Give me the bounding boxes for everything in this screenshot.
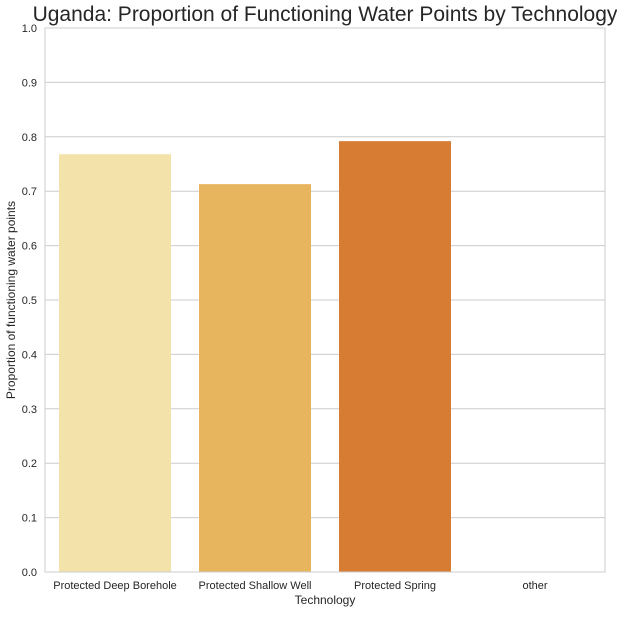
y-tick-label: 0.2 bbox=[22, 458, 37, 470]
y-tick-label: 0.7 bbox=[22, 186, 37, 198]
y-tick-label: 0.4 bbox=[22, 349, 37, 361]
bar bbox=[199, 184, 311, 573]
x-tick-label: other bbox=[522, 580, 547, 592]
x-axis-label: Technology bbox=[295, 593, 356, 607]
x-tick-label: Protected Spring bbox=[354, 580, 436, 592]
y-tick-label: 0.3 bbox=[22, 404, 37, 416]
plot-frame bbox=[44, 27, 606, 573]
x-tick-label: Protected Deep Borehole bbox=[53, 580, 177, 592]
y-tick-label: 0.6 bbox=[22, 241, 37, 253]
y-tick-label: 0.9 bbox=[22, 77, 37, 89]
y-tick-label: 1.0 bbox=[22, 23, 37, 35]
y-axis-label: Proportion of functioning water points bbox=[4, 201, 18, 399]
bar bbox=[59, 154, 171, 572]
y-tick-label: 0.8 bbox=[22, 132, 37, 144]
y-tick-label: 0.0 bbox=[22, 567, 37, 579]
bar bbox=[339, 141, 451, 573]
x-tick-label: Protected Shallow Well bbox=[199, 580, 312, 592]
chart-title: Uganda: Proportion of Functioning Water … bbox=[32, 3, 617, 26]
y-tick-label: 0.1 bbox=[22, 513, 37, 525]
y-tick-label: 0.5 bbox=[22, 295, 37, 307]
